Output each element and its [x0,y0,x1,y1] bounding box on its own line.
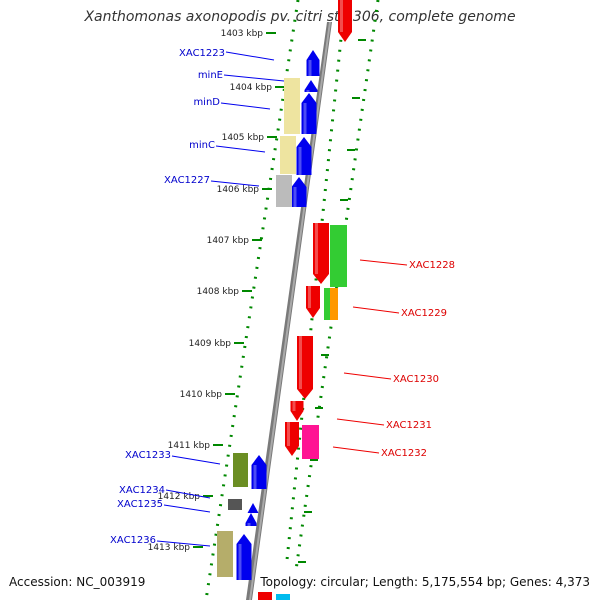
inner-dotted-ring [204,0,300,600]
gene-arrow-reverse [313,223,329,284]
gene-label-leader [171,455,221,465]
gene-box-orange [330,288,338,320]
map-title: Xanthomonas axonopodis pv. citri str. 30… [84,9,516,25]
scale-tick-label: 1410 kbp [180,390,223,400]
topology-label: Topology: circular; Length: 5,175,554 bp… [260,575,590,589]
gene-arrow-forward [236,534,252,580]
gene-label-forward: XAC1234 [119,485,165,496]
gene-arrow-reverse-shine [308,286,311,308]
gene-arrow-forward-shine [238,544,242,580]
scale-tick-label: 1404 kbp [230,83,273,93]
scale-tick-label: 1412 kbp [158,492,201,502]
scale-tick-label: 1407 kbp [207,236,250,246]
gene-label-leader [343,372,392,380]
scale-tick-label: 1411 kbp [168,441,211,451]
scale-tick-label: 1403 kbp [221,29,264,39]
gene-box-khaki [284,78,300,134]
gene-label-leader [359,259,408,266]
reverse-gene-labels: XAC1228 XAC1229 XAC1230 XAC1231 XAC1232 [332,259,455,459]
gene-arrow-forward-shine [247,523,251,526]
gene-label-reverse: XAC1228 [409,260,455,271]
gene-label-leader [215,145,266,153]
gene-box-olive [233,453,248,487]
gene-label-forward: minD [193,97,220,108]
gene-label-leader [163,504,211,513]
gene-arrow-forward [296,137,312,175]
gene-box-khaki-dark [217,531,233,577]
gene-arrow-forward [304,80,318,92]
accession-label: Accession: NC_003919 [9,575,146,589]
tick-track-inner [204,0,300,600]
gene-arrow-forward-shine [298,147,302,175]
gene-arrow-reverse-shine [299,336,302,389]
gene-label-leader [332,446,380,454]
gene-arrow-reverse [306,286,320,318]
gene-label-leader [156,540,211,547]
gene-box-magenta [302,425,319,459]
gene-arrow-forward-shine [293,187,297,207]
gene-label-reverse: XAC1229 [401,308,447,319]
gene-arrow-forward [306,50,320,76]
gene-arrow-reverse-shine [315,223,318,274]
gene-box-bottom-red [258,592,272,600]
gene-label-forward: XAC1233 [125,450,171,461]
gene-arrow-forward-shine [253,465,257,489]
gene-arrow-forward [247,503,259,513]
gene-arrow-reverse-shine [292,401,296,411]
gene-label-forward: minE [198,70,223,81]
gene-label-forward: XAC1235 [117,499,163,510]
scale-tick-label: 1408 kbp [197,287,240,297]
gene-label-leader [352,306,400,314]
gene-features [217,0,352,600]
gene-box-gray [276,175,292,207]
scale-tick-label: 1406 kbp [217,185,260,195]
gene-label-leader [225,51,275,61]
gene-label-reverse: XAC1231 [386,420,432,431]
scale-tick-label: 1405 kbp [222,133,265,143]
gene-arrow-reverse [290,401,304,421]
gene-box-darkgray [228,499,242,510]
gene-arrow-forward [251,455,267,489]
forward-gene-labels: XAC1223 minE minD minC XAC1227 XAC1233 XAC1234… [110,48,285,547]
gene-box-green [330,225,347,287]
gene-arrow-reverse [338,0,352,42]
gene-arrow-forward-shine [308,60,312,76]
scale-tick-label: 1413 kbp [148,543,191,553]
outer-dotted-ring [285,0,347,561]
gene-label-forward: XAC1227 [164,175,210,186]
gene-arrow-forward [245,513,257,526]
gene-label-leader [165,489,211,499]
gene-arrow-forward-shine [303,103,307,134]
gene-arrow-forward [291,177,307,207]
gene-label-reverse: XAC1232 [381,448,427,459]
gene-arrow-reverse [297,336,313,399]
gene-label-leader [336,418,385,426]
gene-box-khaki [280,136,296,174]
gene-box-bottom-cyan [276,594,290,600]
gene-arrow-forward-shine [306,90,310,92]
gene-arrow-reverse-shine [287,422,290,446]
tick-track-outer [285,0,347,561]
gene-label-leader [210,180,260,187]
gene-label-forward: XAC1236 [110,535,156,546]
scale-tick-label: 1409 kbp [189,339,232,349]
gene-label-forward: XAC1223 [179,48,225,59]
gene-arrow-reverse-shine [340,0,343,32]
gene-arrow-forward [301,93,317,134]
gene-label-leader [223,74,285,82]
gene-label-reverse: XAC1230 [393,374,439,385]
gene-label-forward: minC [189,140,215,151]
gene-label-leader [220,102,271,110]
gene-arrow-reverse [285,422,299,456]
